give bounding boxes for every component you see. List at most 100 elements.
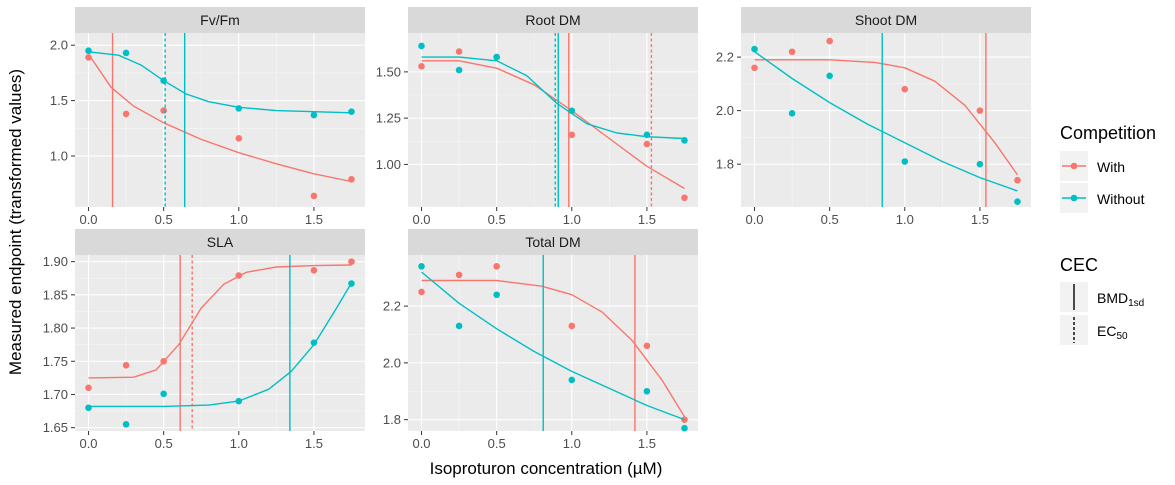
legend-key-dot-with — [1070, 162, 1078, 170]
plot-background — [75, 33, 365, 207]
data-point-with — [85, 384, 92, 392]
x-tick-label: 1.5 — [305, 212, 323, 227]
plot-background — [408, 33, 698, 207]
x-tick-label: 1.0 — [563, 436, 581, 451]
legend-cec: CEC BMD1sd EC50 — [1060, 255, 1144, 345]
data-point-with — [681, 194, 688, 202]
data-point-with — [348, 175, 355, 183]
y-tick-label: 2.2 — [716, 50, 734, 65]
panel-title: SLA — [207, 234, 234, 250]
data-point-without — [1014, 198, 1021, 205]
y-tick-label: 1.90 — [43, 254, 68, 269]
data-point-without — [643, 131, 651, 139]
data-point-with — [160, 107, 167, 114]
legend-ec50-main: EC — [1097, 323, 1116, 339]
y-tick-label: 1.80 — [43, 321, 68, 336]
data-point-with — [643, 342, 651, 350]
y-tick-label: 1.00 — [376, 157, 401, 172]
legend-item-ec50: EC50 — [1097, 323, 1128, 342]
x-tick-label: 1.5 — [305, 436, 323, 451]
panel-shoot-dm: Shoot DM 1.8 2.0 2.2 0.0 0.5 1.0 1.5 — [716, 7, 1031, 227]
data-point-with — [160, 357, 167, 365]
data-point-without — [568, 107, 576, 115]
y-axis-title: Measured endpoint (transformed values) — [6, 69, 25, 375]
panel-fv-fm: Fv/Fm 1.0 1.5 2.0 0.0 0.5 1.0 1.5 — [50, 7, 365, 227]
data-point-with — [122, 361, 130, 369]
data-point-without — [160, 77, 167, 84]
x-tick-label: 0.0 — [79, 212, 97, 227]
data-point-with — [235, 272, 243, 279]
x-tick-label: 0.0 — [412, 212, 430, 227]
panel-title: Root DM — [525, 12, 580, 28]
fit-curve-without — [421, 271, 685, 421]
data-point-with — [568, 131, 576, 139]
legend-bmd-main: BMD — [1097, 290, 1128, 306]
x-tick-label: 0.5 — [821, 212, 839, 227]
x-tick-label: 1.0 — [230, 436, 248, 451]
y-tick-label: 1.8 — [383, 412, 401, 427]
x-tick-label: 0.5 — [155, 212, 173, 227]
data-point-without — [418, 42, 425, 50]
panels-group: Fv/Fm 1.0 1.5 2.0 0.0 0.5 1.0 1.5 Root DM 1.00 1.2… — [43, 7, 1031, 451]
data-point-without — [455, 322, 463, 330]
data-point-with — [788, 48, 796, 56]
data-point-with — [493, 263, 500, 270]
data-point-without — [160, 390, 167, 398]
panel-strip — [408, 7, 698, 33]
x-tick-label: 0.0 — [79, 436, 97, 451]
y-tick-label: 1.25 — [376, 111, 401, 126]
data-point-with — [976, 107, 984, 114]
x-axis-title: Isoproturon concentration (µM) — [430, 459, 663, 478]
data-point-with — [643, 140, 651, 148]
fit-curve-with — [87, 53, 352, 183]
data-point-without — [348, 108, 355, 115]
y-tick-label: 1.50 — [376, 64, 401, 79]
plot-background — [75, 255, 365, 431]
data-point-without — [85, 404, 92, 412]
data-point-without — [493, 291, 500, 299]
data-point-without — [788, 110, 796, 117]
legend-item-without: Without — [1097, 191, 1145, 207]
x-tick-label: 0.5 — [488, 436, 506, 451]
y-tick-label: 1.5 — [50, 93, 68, 108]
data-point-with — [235, 134, 243, 142]
panel-root-dm: Root DM 1.00 1.25 1.50 0.0 0.5 1.0 1.5 — [376, 7, 698, 227]
legend-competition-keys — [1060, 151, 1088, 213]
data-point-without — [643, 387, 651, 395]
x-tick-label: 0.5 — [155, 436, 173, 451]
panel-strip — [741, 7, 1031, 33]
panel-strip — [75, 229, 365, 255]
data-point-without — [901, 158, 909, 165]
data-point-with — [901, 85, 909, 93]
data-point-without — [751, 45, 758, 53]
legend-cec-title: CEC — [1060, 255, 1098, 275]
y-tick-label: 1.75 — [43, 354, 68, 369]
data-point-with — [455, 271, 463, 279]
fit-curve-without — [421, 56, 685, 140]
data-point-without — [568, 376, 576, 384]
legend-item-with: With — [1097, 159, 1125, 175]
data-point-without — [826, 72, 833, 80]
y-tick-label: 1.0 — [50, 149, 68, 164]
x-tick-label: 1.0 — [563, 212, 581, 227]
y-tick-label: 1.8 — [716, 157, 734, 172]
y-tick-label: 1.70 — [43, 387, 68, 402]
x-tick-label: 1.0 — [230, 212, 248, 227]
y-tick-label: 2.0 — [383, 355, 401, 370]
fit-curve-without — [88, 282, 353, 408]
data-point-with — [568, 322, 576, 330]
x-tick-label: 0.0 — [745, 212, 763, 227]
data-point-without — [310, 339, 318, 346]
data-point-without — [455, 66, 463, 74]
data-point-without — [418, 263, 425, 270]
data-point-without — [681, 424, 688, 432]
data-point-without — [85, 47, 92, 55]
legend-competition-title: Competition — [1060, 123, 1156, 143]
legend-bmd-sub: 1sd — [1128, 298, 1144, 309]
data-point-without — [681, 137, 688, 144]
panel-title: Total DM — [525, 234, 580, 250]
legend-ec50-sub: 50 — [1116, 331, 1128, 342]
data-point-with — [310, 192, 318, 200]
x-tick-label: 1.5 — [638, 212, 656, 227]
